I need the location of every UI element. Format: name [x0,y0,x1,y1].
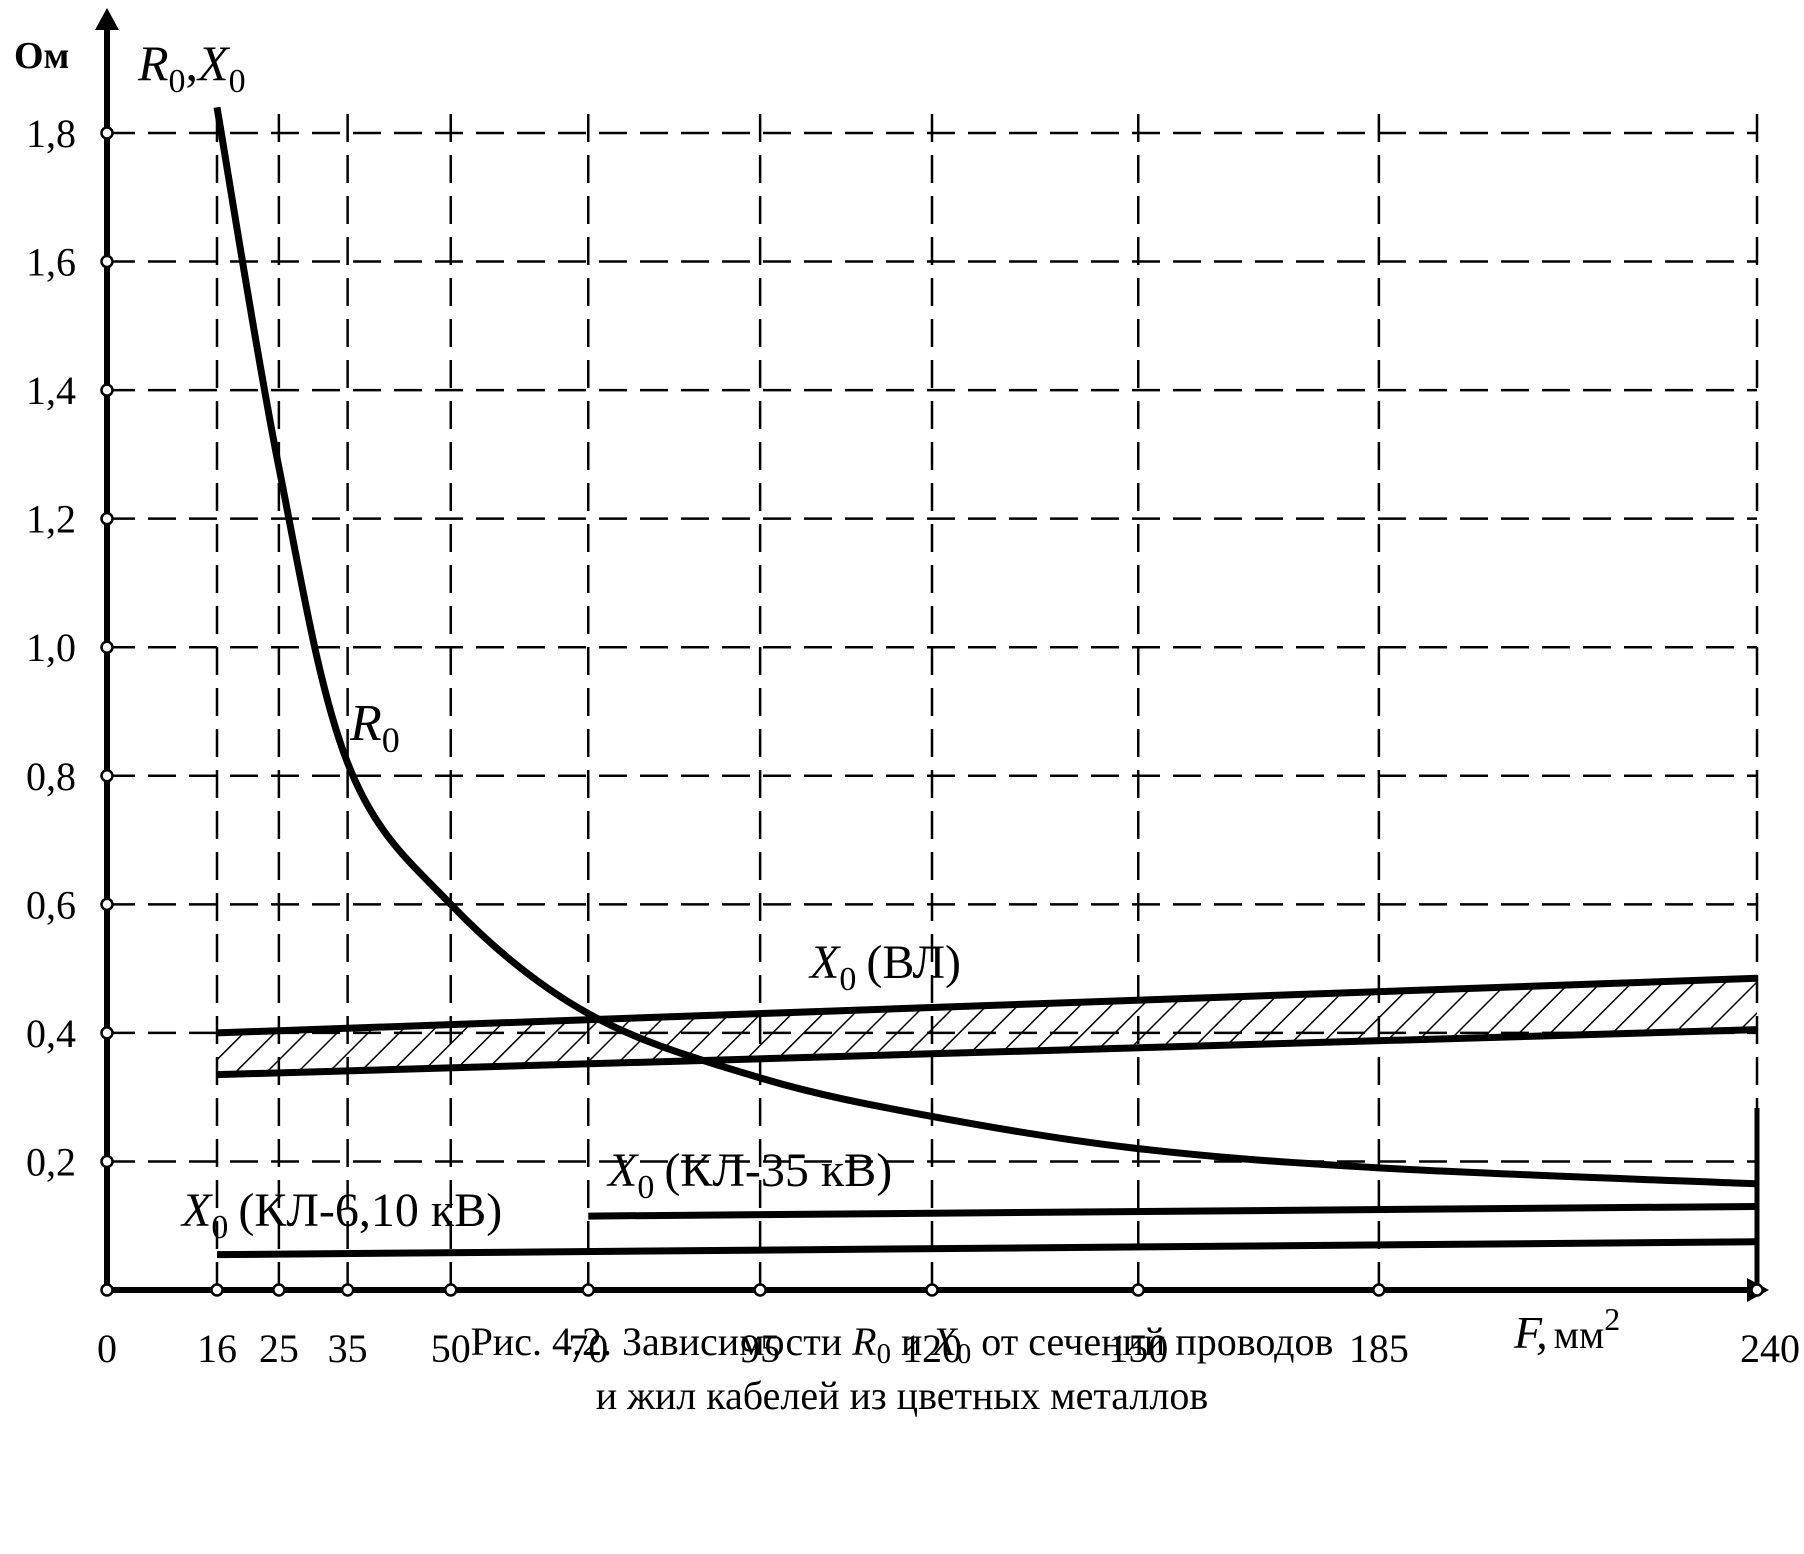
y-tick-label: 0,4 [26,1011,76,1056]
x-tick-label: 120 [902,1326,962,1371]
x-tick-marker [272,1283,286,1297]
x-tick-label: 25 [259,1326,299,1371]
x-tick-marker [1372,1283,1386,1297]
y-axis-arrow [95,8,119,30]
y-tick-marker [100,897,114,912]
axes [95,8,1769,1302]
y-tick-marker [100,383,114,397]
x-tick-marker [100,1283,114,1297]
series-label-x0-kl6-10: X0 (КЛ-6,10 кВ) [180,1184,502,1246]
series-line-x0-kl35 [588,1202,1758,1220]
figure-caption-line-1: Рис. 4.2. Зависимости R0 и X0 от сечений… [470,1319,1334,1371]
x-tick-label: 150 [1108,1326,1168,1371]
x-tick-label: 185 [1349,1326,1409,1371]
band-upper-x0-vl [216,974,1758,1037]
x-tick-marker [340,1283,355,1297]
y-tick-label: 1,2 [26,497,76,542]
figure-caption-line-2: и жил кабелей из цветных металлов [595,1373,1209,1418]
x-tick-marker [1131,1283,1145,1297]
y-tick-label: 1,8 [26,111,76,156]
y-tick-label: 1,6 [26,240,76,285]
band-layer [216,974,1758,1079]
y-tick-marker [100,640,114,654]
y-tick-label: 0,8 [26,754,76,799]
y-tick-marker [100,254,114,269]
x-tick-label: 16 [197,1326,237,1371]
x-tick-marker [581,1283,595,1297]
series-line-x0-kl6-10 [216,1238,1758,1259]
series-label-x0-kl35: X0 (КЛ-35 кВ) [606,1144,892,1206]
x-tick-marker [1750,1283,1764,1297]
band-lower-x0-vl [216,1026,1758,1079]
x-tick-marker [210,1283,224,1297]
y-tick-marker [100,1026,114,1040]
series-label-x0-vl: X0 (ВЛ) [808,936,961,998]
series-layer [213,106,1758,1259]
y-axis-unit: Ом [14,35,69,77]
y-tick-label: 0,2 [26,1139,76,1184]
y-axis-label: R0,X0 [137,35,246,100]
y-tick-marker [100,1154,114,1169]
y-tick-marker [100,769,114,783]
series-line-r0 [213,106,1758,1188]
x-tick-marker [444,1283,458,1297]
x-tick-label: 50 [431,1326,471,1371]
x-axis-label: F, мм2 [1513,1301,1620,1358]
x-tick-label: 0 [97,1326,117,1371]
y-tick-marker [100,126,114,140]
x-tick-label: 240 [1740,1326,1800,1371]
y-tick-label: 0,6 [26,882,76,927]
series-label-r0: R0 [349,695,400,760]
x-tick-label: 35 [328,1326,368,1371]
x-tick-marker [925,1283,939,1297]
band-fill-x0-vl [217,978,1757,1075]
y-tick-marker [100,511,114,526]
x-tick-marker [753,1283,767,1297]
tick-labels: 0 16 25 35 50 70 95 120 150 185 240 0,2 0,4 0,6 0,8 1,0… [26,111,1800,1371]
x-tick-label: 70 [568,1326,608,1371]
y-tick-label: 1,4 [26,368,76,413]
x-tick-label: 95 [740,1326,780,1371]
y-tick-label: 1,0 [26,625,76,670]
